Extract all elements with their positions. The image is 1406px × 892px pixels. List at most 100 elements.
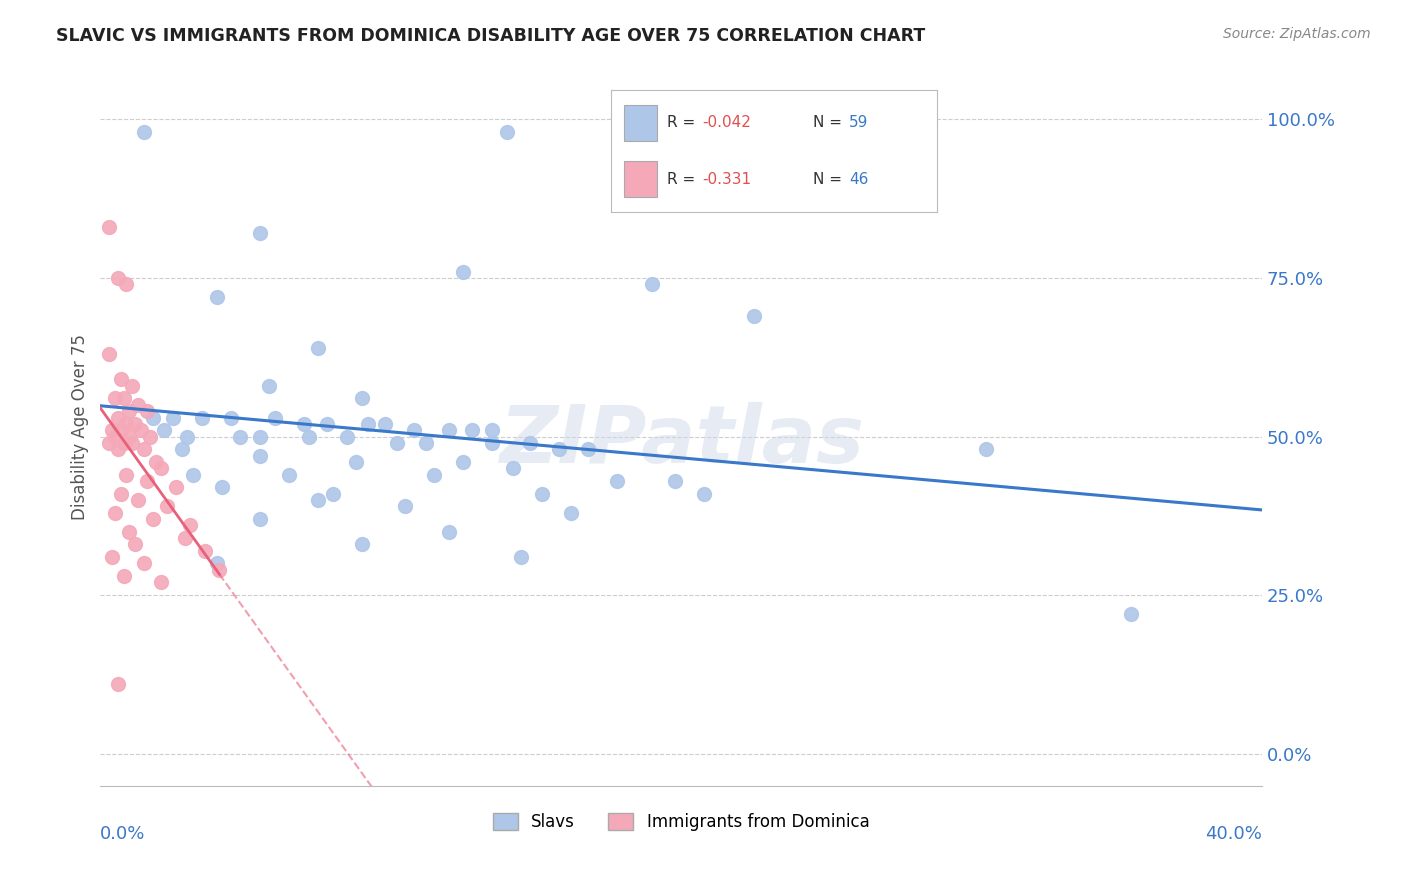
Point	[530, 486, 553, 500]
Point	[307, 341, 329, 355]
Point	[278, 467, 301, 482]
Point	[394, 500, 416, 514]
Point	[502, 461, 524, 475]
Point	[98, 220, 121, 235]
Point	[560, 506, 582, 520]
Point	[249, 449, 271, 463]
Point	[162, 410, 184, 425]
Point	[112, 392, 135, 406]
Point	[142, 410, 165, 425]
Point	[176, 429, 198, 443]
Point	[461, 423, 484, 437]
Point	[742, 309, 765, 323]
Point	[606, 474, 628, 488]
Point	[107, 442, 129, 457]
Point	[664, 474, 686, 488]
Point	[263, 410, 285, 425]
Point	[127, 493, 149, 508]
Point	[344, 455, 367, 469]
Point	[181, 467, 204, 482]
Point	[115, 417, 138, 431]
Point	[179, 518, 201, 533]
Point	[118, 524, 141, 539]
Point	[156, 500, 179, 514]
Point	[257, 378, 280, 392]
Point	[194, 543, 217, 558]
Point	[356, 417, 378, 431]
Text: SLAVIC VS IMMIGRANTS FROM DOMINICA DISABILITY AGE OVER 75 CORRELATION CHART: SLAVIC VS IMMIGRANTS FROM DOMINICA DISAB…	[56, 27, 925, 45]
Point	[191, 410, 214, 425]
Point	[1121, 607, 1143, 622]
Point	[150, 575, 173, 590]
Point	[170, 442, 193, 457]
Point	[124, 417, 146, 431]
Y-axis label: Disability Age Over 75: Disability Age Over 75	[72, 334, 89, 520]
Text: Source: ZipAtlas.com: Source: ZipAtlas.com	[1223, 27, 1371, 41]
Point	[350, 392, 373, 406]
Point	[135, 404, 157, 418]
Point	[322, 486, 344, 500]
Point	[548, 442, 571, 457]
Point	[205, 290, 228, 304]
Point	[129, 423, 152, 437]
Point	[205, 557, 228, 571]
Point	[249, 429, 271, 443]
Point	[101, 550, 124, 565]
Point	[135, 474, 157, 488]
Point	[974, 442, 997, 457]
Point	[112, 436, 135, 450]
Point	[374, 417, 396, 431]
Point	[437, 524, 460, 539]
Point	[110, 423, 132, 437]
Point	[118, 429, 141, 443]
Point	[307, 493, 329, 508]
Point	[576, 442, 599, 457]
Point	[423, 467, 446, 482]
Point	[121, 436, 143, 450]
Point	[101, 423, 124, 437]
Point	[208, 563, 231, 577]
Point	[142, 512, 165, 526]
Point	[165, 480, 187, 494]
Point	[115, 277, 138, 292]
Point	[110, 372, 132, 386]
Point	[173, 531, 195, 545]
Point	[107, 410, 129, 425]
Point	[415, 436, 437, 450]
Point	[110, 486, 132, 500]
Point	[350, 537, 373, 551]
Point	[115, 467, 138, 482]
Point	[211, 480, 233, 494]
Point	[453, 455, 475, 469]
Point	[104, 429, 127, 443]
Point	[402, 423, 425, 437]
Point	[132, 442, 155, 457]
Point	[124, 537, 146, 551]
Point	[315, 417, 337, 431]
Point	[437, 423, 460, 437]
Point	[219, 410, 242, 425]
Point	[292, 417, 315, 431]
Point	[104, 392, 127, 406]
Point	[229, 429, 252, 443]
Point	[153, 423, 176, 437]
Point	[249, 227, 271, 241]
Point	[150, 461, 173, 475]
Point	[132, 557, 155, 571]
Point	[693, 486, 716, 500]
Point	[510, 550, 533, 565]
Point	[107, 271, 129, 285]
Point	[107, 677, 129, 691]
Point	[145, 455, 167, 469]
Text: 0.0%: 0.0%	[100, 825, 146, 843]
Text: ZIPatlas: ZIPatlas	[499, 402, 863, 481]
Legend: Slavs, Immigrants from Dominica: Slavs, Immigrants from Dominica	[486, 806, 876, 838]
Point	[118, 404, 141, 418]
Point	[104, 506, 127, 520]
Point	[98, 436, 121, 450]
Point	[127, 398, 149, 412]
Point	[138, 429, 160, 443]
Point	[249, 512, 271, 526]
Text: 40.0%: 40.0%	[1205, 825, 1263, 843]
Point	[453, 264, 475, 278]
